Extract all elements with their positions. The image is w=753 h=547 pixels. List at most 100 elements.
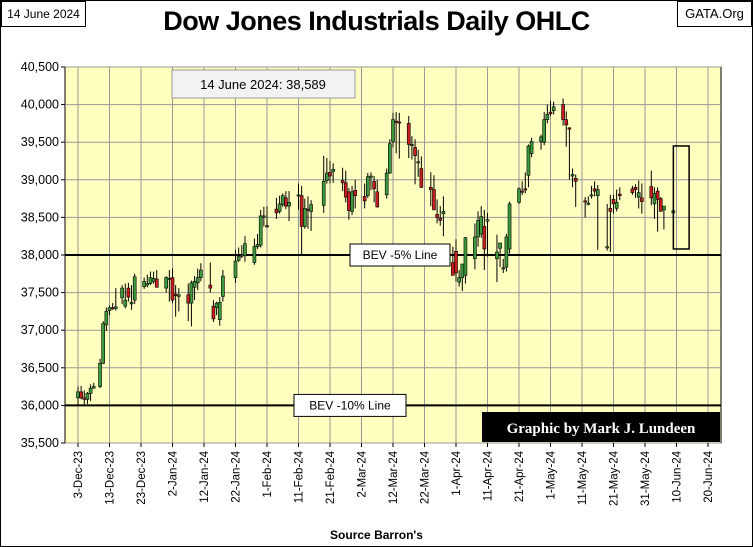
candle-body [173,293,178,296]
candle-body [350,191,354,212]
y-tick-label: 39,500 [21,135,59,149]
candle-body [662,205,666,211]
info-box [171,69,356,99]
candle-body [195,277,200,284]
candle-body [142,281,146,287]
x-tick-label: 2-Jan-24 [168,450,180,496]
candle-body [652,193,657,205]
candle-body [362,196,367,202]
y-tick-label: 40,000 [21,98,59,112]
candle-body [655,190,660,200]
candle-body [186,294,191,304]
credit-box [482,412,720,442]
candle-body [258,215,263,246]
candle-body [485,219,490,222]
candle-body [328,171,332,177]
candle-body [287,202,291,207]
candle-body [457,277,461,283]
candle-body [79,391,83,399]
candle-body [321,181,326,206]
candle-body [419,168,424,188]
highlight-box [672,145,690,250]
site-label: GATA.Org [677,1,752,27]
candle-body [114,306,118,309]
candle-body [265,225,269,228]
candle-body [145,283,150,286]
info-box-text: 14 June 2024: 38,589 [200,77,326,92]
bev-label-box [349,243,451,267]
candle-body [504,236,509,268]
x-tick-label: 1-Apr-24 [451,450,463,495]
candle-body [589,194,594,197]
chart-title: Dow Jones Industrials Daily OHLC [163,6,590,36]
candle-body [101,323,105,364]
candle-body [617,193,622,196]
candle-body [636,192,641,198]
x-tick-label: 11-Apr-24 [483,450,495,501]
y-tick-label: 37,500 [21,286,59,300]
candle-body [611,199,616,205]
candle-body [331,168,335,172]
bev-label-box [293,393,407,417]
candle-body [369,175,373,178]
x-tick-label: 12-Jan-24 [199,450,211,502]
candle-body [164,277,168,289]
candle-body [520,190,524,193]
y-tick-label: 40,500 [21,60,59,74]
overlays: 14 June 2024: 38,589 Graphic by Mark J. L… [171,69,720,442]
candle-body [284,197,288,207]
candle-body [309,204,313,212]
candle-body [233,260,238,278]
candle-body [561,104,565,120]
candle-body [151,278,156,282]
candle-body [296,194,301,197]
candle-body [255,244,260,248]
candle-body [567,127,572,130]
candle-body [586,202,591,205]
y-tick-label: 38,500 [21,210,59,224]
x-tick-label: 21-Feb-24 [325,450,337,504]
candle-body [630,188,635,193]
reference-lines: BEV -5% Line BEV -10% Line [65,243,721,417]
y-tick-label: 38,000 [21,248,59,262]
x-tick-label: 11-Feb-24 [294,450,306,503]
candle-body [545,114,550,120]
candle-body [507,203,512,250]
candle-body [126,287,131,298]
candle-body [564,119,569,126]
y-tick-label: 35,500 [21,436,59,450]
candle-body [148,277,153,284]
source-label: Source Barron's [330,528,423,542]
candle-body [110,307,115,310]
candle-body [221,275,225,297]
candle-body [454,250,458,274]
candle-body [274,208,279,214]
candle-body [658,198,663,212]
candle-body [252,246,257,263]
candle-body [104,311,109,326]
x-axis-ticks: 3-Dec-23 13-Dec-23 23-Dec-23 2-Jan-24 12-Jan… [73,443,715,506]
candle-body [410,144,414,146]
y-tick-label: 37,000 [21,323,59,337]
candle-body [384,172,389,196]
candle-body [189,282,194,304]
candle-body [208,284,213,289]
candle-body [542,119,547,143]
credit-text: Graphic by Mark J. Lundeen [507,421,696,437]
candle-body [539,136,543,142]
candle-body [325,172,329,181]
candle-body [217,302,222,320]
candle-body [451,262,455,276]
candle-body [595,189,600,196]
candle-body [529,141,534,154]
candle-body [394,120,398,123]
candle-body [517,188,521,203]
candle-body [353,190,358,196]
candle-body [633,187,638,190]
candle-body [120,287,124,299]
candle-body [570,174,575,177]
candle-body [608,208,613,212]
candle-body [340,180,345,184]
x-tick-label: 21-May-24 [609,450,621,506]
candle-body [523,188,528,191]
